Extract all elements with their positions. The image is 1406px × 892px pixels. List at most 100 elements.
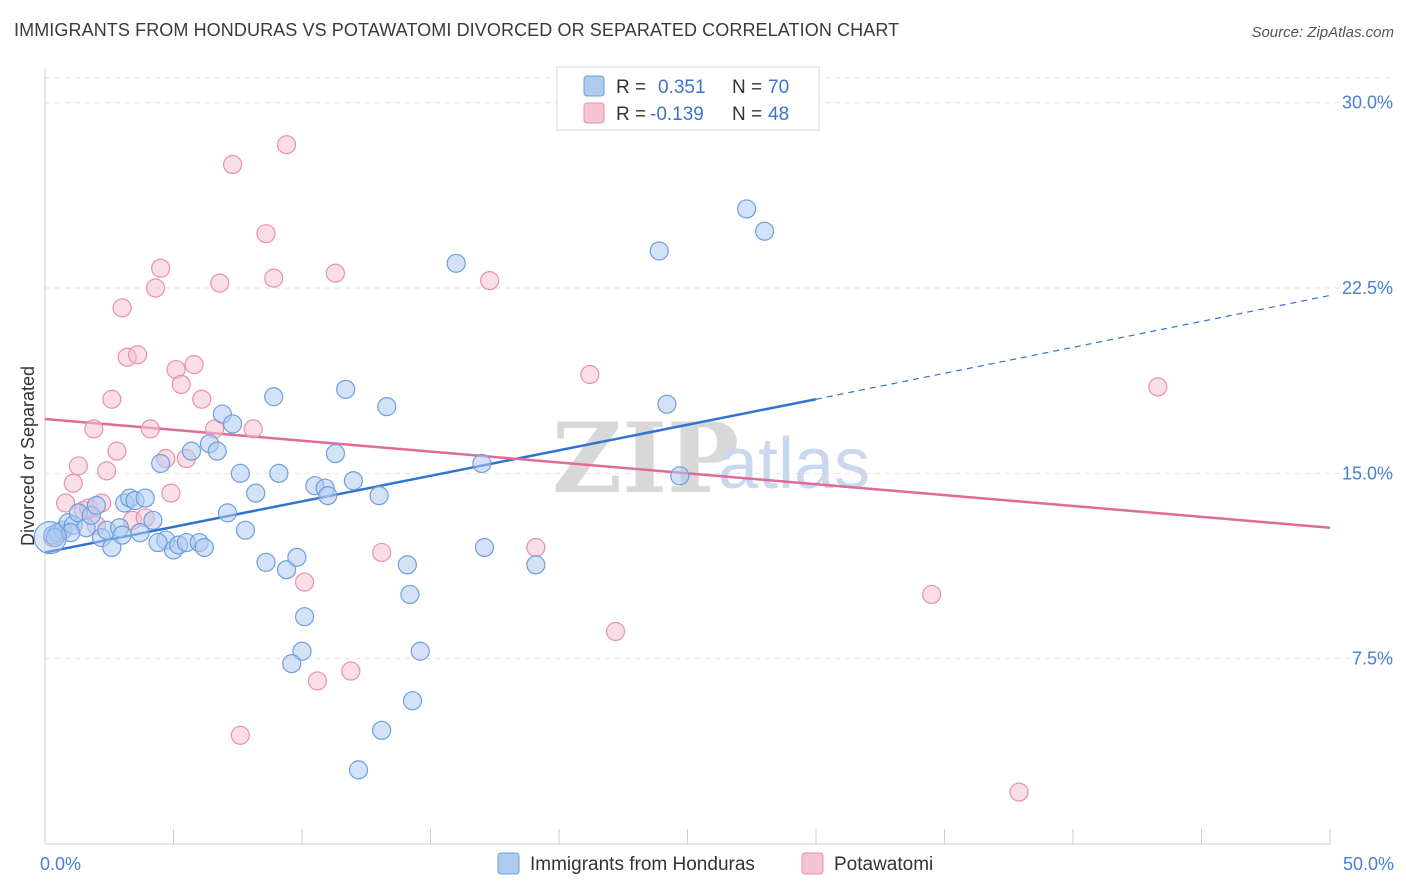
point-honduras-59 bbox=[526, 555, 546, 575]
point-honduras-19 bbox=[151, 453, 171, 474]
point-potawatomi-45 bbox=[1009, 782, 1029, 802]
legend-n-value-1: 70 bbox=[768, 77, 789, 98]
watermark: ZIP atlas bbox=[552, 402, 870, 515]
point-honduras-68 bbox=[194, 537, 214, 558]
point-honduras-45 bbox=[343, 471, 363, 491]
point-honduras-58 bbox=[474, 537, 495, 558]
point-potawatomi-37 bbox=[325, 263, 346, 283]
point-honduras-27 bbox=[207, 441, 227, 461]
point-honduras-54 bbox=[292, 641, 312, 661]
point-honduras-42 bbox=[318, 485, 338, 506]
legend-swatch-pink bbox=[583, 102, 605, 124]
point-potawatomi-12 bbox=[112, 298, 132, 318]
point-potawatomi-31 bbox=[243, 419, 263, 439]
point-honduras-56 bbox=[446, 253, 466, 273]
y-tick-label-0: 7.5% bbox=[1352, 649, 1393, 669]
tick-labels: 7.5% 15.0% 22.5% 30.0% 0.0% 50.0% bbox=[40, 93, 1394, 874]
point-honduras-8 bbox=[86, 495, 107, 516]
point-honduras-30 bbox=[223, 414, 243, 434]
legend-n-label-2: N = bbox=[732, 104, 762, 125]
point-potawatomi-18 bbox=[145, 278, 166, 298]
point-potawatomi-9 bbox=[97, 461, 117, 481]
point-honduras-49 bbox=[397, 555, 417, 575]
point-potawatomi-2 bbox=[55, 493, 76, 513]
series-label-honduras: Immigrants from Honduras bbox=[530, 854, 755, 875]
point-honduras-33 bbox=[246, 483, 266, 503]
point-honduras-51 bbox=[410, 641, 430, 661]
y-axis-title: Divorced or Separated bbox=[18, 366, 38, 546]
point-potawatomi-26 bbox=[192, 389, 212, 409]
point-potawatomi-10 bbox=[102, 389, 122, 409]
point-honduras-43 bbox=[325, 443, 346, 464]
point-potawatomi-7 bbox=[84, 419, 104, 439]
point-honduras-50 bbox=[400, 584, 420, 605]
point-honduras-62 bbox=[670, 466, 690, 486]
legend-r-value-2: -0.139 bbox=[650, 104, 704, 125]
series-legend: Immigrants from Honduras Potawatomi bbox=[497, 852, 933, 875]
point-potawatomi-44 bbox=[922, 584, 942, 605]
point-honduras-17 bbox=[135, 488, 155, 508]
point-honduras-37 bbox=[276, 560, 297, 580]
legend-r-label-1: R = bbox=[616, 77, 646, 98]
data-points bbox=[33, 135, 1168, 802]
point-honduras-52 bbox=[402, 691, 423, 711]
trend-line-honduras-extension bbox=[815, 294, 1331, 400]
point-potawatomi-35 bbox=[294, 572, 315, 592]
point-honduras-39 bbox=[294, 607, 315, 627]
y-tick-label-3: 30.0% bbox=[1342, 93, 1393, 113]
point-honduras-60 bbox=[649, 241, 669, 261]
point-honduras-34 bbox=[256, 552, 276, 572]
point-honduras-46 bbox=[348, 760, 369, 780]
point-honduras-38 bbox=[287, 547, 307, 567]
point-honduras-36 bbox=[269, 463, 289, 483]
point-potawatomi-28 bbox=[210, 273, 230, 293]
point-potawatomi-21 bbox=[161, 483, 181, 503]
point-potawatomi-30 bbox=[230, 725, 250, 745]
legend-r-value-1: 0.351 bbox=[658, 77, 706, 98]
point-honduras-31 bbox=[230, 463, 250, 483]
point-potawatomi-17 bbox=[140, 419, 160, 439]
point-potawatomi-41 bbox=[526, 537, 546, 558]
y-tick-label-2: 22.5% bbox=[1342, 278, 1393, 298]
legend-n-label-1: N = bbox=[732, 77, 762, 98]
legend-r-label-2: R = bbox=[616, 104, 646, 125]
point-honduras-48 bbox=[377, 397, 397, 417]
axes bbox=[44, 68, 1331, 845]
point-honduras-55 bbox=[282, 654, 302, 674]
point-honduras-57 bbox=[472, 453, 492, 474]
point-potawatomi-25 bbox=[184, 355, 204, 375]
point-potawatomi-43 bbox=[605, 621, 626, 642]
point-potawatomi-42 bbox=[580, 364, 600, 385]
point-potawatomi-15 bbox=[127, 345, 148, 365]
y-tick-label-1: 15.0% bbox=[1342, 463, 1393, 483]
point-potawatomi-3 bbox=[63, 473, 83, 493]
point-honduras-53 bbox=[372, 720, 392, 740]
point-potawatomi-34 bbox=[276, 135, 297, 155]
point-honduras-24 bbox=[181, 441, 202, 461]
point-potawatomi-40 bbox=[480, 271, 500, 291]
x-tick-label-1: 50.0% bbox=[1343, 854, 1394, 874]
chart-title: IMMIGRANTS FROM HONDURAS VS POTAWATOMI D… bbox=[14, 20, 900, 40]
point-honduras-29 bbox=[217, 503, 238, 523]
legend-n-value-2: 48 bbox=[768, 104, 789, 125]
point-honduras-44 bbox=[336, 379, 356, 399]
point-potawatomi-36 bbox=[307, 671, 328, 691]
point-honduras-63 bbox=[737, 199, 757, 219]
point-honduras-69 bbox=[112, 525, 132, 545]
point-potawatomi-39 bbox=[372, 542, 392, 563]
watermark-atlas: atlas bbox=[718, 424, 870, 504]
point-honduras-61 bbox=[657, 394, 677, 414]
point-potawatomi-23 bbox=[171, 374, 191, 394]
trend-line-honduras bbox=[44, 397, 817, 554]
point-potawatomi-32 bbox=[256, 224, 276, 244]
point-potawatomi-4 bbox=[68, 456, 89, 476]
series-swatch-honduras bbox=[497, 852, 520, 875]
series-label-potawatomi: Potawatomi bbox=[834, 854, 933, 875]
point-honduras-18 bbox=[143, 510, 163, 530]
point-potawatomi-33 bbox=[264, 268, 284, 288]
point-potawatomi-38 bbox=[341, 661, 361, 681]
legend-swatch-blue bbox=[583, 75, 605, 97]
point-potawatomi-46 bbox=[1148, 377, 1168, 397]
point-honduras-32 bbox=[235, 520, 256, 540]
